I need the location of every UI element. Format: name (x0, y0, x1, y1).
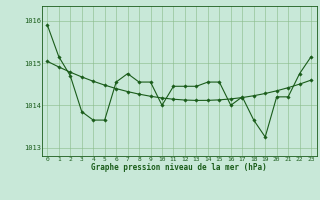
X-axis label: Graphe pression niveau de la mer (hPa): Graphe pression niveau de la mer (hPa) (91, 163, 267, 172)
